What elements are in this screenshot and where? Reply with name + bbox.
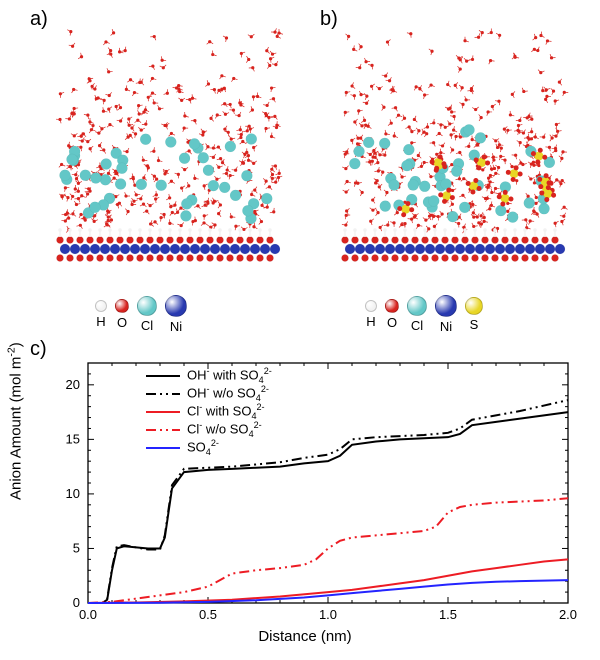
atom-ball-icon bbox=[137, 296, 157, 316]
legend-swatch-icon bbox=[145, 387, 181, 401]
atom-label: H bbox=[96, 314, 105, 329]
atom-label: Ni bbox=[170, 319, 182, 334]
atom-legend-ni: Ni bbox=[435, 295, 457, 334]
y-tick-label: 10 bbox=[66, 486, 80, 501]
atom-legend-o: O bbox=[115, 299, 129, 330]
legend-swatch-icon bbox=[145, 423, 181, 437]
x-tick-label: 0.5 bbox=[199, 607, 217, 622]
legend-entry: SO42- bbox=[145, 439, 272, 457]
atom-legend-cl: Cl bbox=[137, 296, 157, 333]
panel-a bbox=[45, 25, 295, 285]
legend-swatch-icon bbox=[145, 405, 181, 419]
atom-ball-icon bbox=[435, 295, 457, 317]
y-tick-label: 15 bbox=[66, 431, 80, 446]
atom-legend-cl: Cl bbox=[407, 296, 427, 333]
y-tick-label: 0 bbox=[73, 595, 80, 610]
chart-svg: 0.0 0.5 1.0 1.5 2.0 0 5 10 15 20 bbox=[30, 355, 580, 645]
chart-legend: OH- with SO42-OH- w/o SO42-Cl- with SO42… bbox=[145, 367, 272, 457]
atom-ball-icon bbox=[407, 296, 427, 316]
atom-ball-icon bbox=[385, 299, 399, 313]
atom-legend-s: S bbox=[465, 297, 483, 332]
atom-ball-icon bbox=[365, 300, 377, 312]
atom-legend-o: O bbox=[385, 299, 399, 330]
legend-swatch-icon bbox=[145, 369, 181, 383]
x-tick-label: 1.0 bbox=[319, 607, 337, 622]
y-tick-label: 5 bbox=[73, 540, 80, 555]
legend-swatch-icon bbox=[145, 441, 181, 455]
atom-ball-icon bbox=[465, 297, 483, 315]
panel-b bbox=[330, 25, 580, 285]
atom-legend-ni: Ni bbox=[165, 295, 187, 334]
panel-a-render bbox=[45, 25, 295, 285]
x-axis-label: Distance (nm) bbox=[30, 628, 580, 645]
atom-ball-icon bbox=[115, 299, 129, 313]
atom-label: O bbox=[117, 315, 127, 330]
atom-ball-icon bbox=[165, 295, 187, 317]
panel-c: 0.00.51.01.52.005101520 Anion Amount (mo… bbox=[30, 355, 580, 645]
y-axis-label: Anion Amount (mol m-2) bbox=[6, 342, 25, 500]
atom-legend-h: H bbox=[365, 300, 377, 329]
atom-label: Cl bbox=[141, 318, 153, 333]
atom-label: Cl bbox=[411, 318, 423, 333]
x-tick-label: 1.5 bbox=[439, 607, 457, 622]
atom-label: S bbox=[470, 317, 479, 332]
y-tick-label: 20 bbox=[66, 377, 80, 392]
panel-a-legend: HO Cl Ni bbox=[95, 295, 187, 334]
atom-label: O bbox=[387, 315, 397, 330]
legend-label: SO42- bbox=[187, 437, 219, 460]
x-tick-label: 0.0 bbox=[79, 607, 97, 622]
panel-b-legend: HO Cl Ni S bbox=[365, 295, 483, 334]
x-tick-label: 2.0 bbox=[559, 607, 577, 622]
atom-legend-h: H bbox=[95, 300, 107, 329]
atom-label: Ni bbox=[440, 319, 452, 334]
panel-b-render bbox=[330, 25, 580, 285]
figure-root: a) HOClNi b) HOClNiS c) 0.00.51.01.52.00… bbox=[0, 0, 600, 660]
atom-label: H bbox=[366, 314, 375, 329]
atom-ball-icon bbox=[95, 300, 107, 312]
